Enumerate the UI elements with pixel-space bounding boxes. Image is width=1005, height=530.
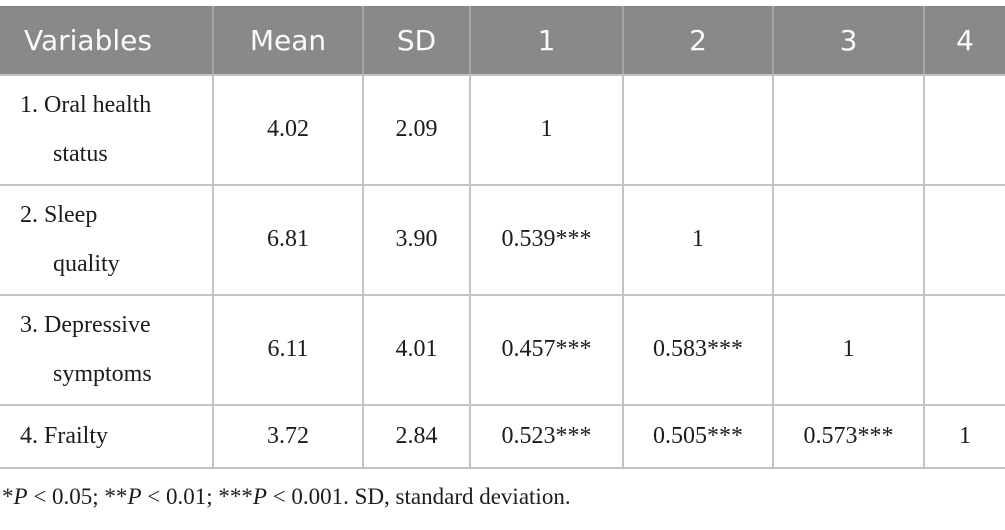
column-header-2: 2: [622, 6, 773, 76]
column-header-sd: SD: [362, 6, 470, 76]
corr-3: [772, 184, 925, 296]
footnote-p-italic: P: [13, 484, 28, 509]
corr-3: [772, 74, 925, 186]
corr-2: [622, 74, 774, 186]
sd-value: 4.01: [362, 294, 471, 406]
footnote-text: < 0.001. SD, standard deviation.: [266, 484, 571, 509]
corr-2: 0.583***: [622, 294, 774, 406]
column-header-4: 4: [923, 6, 1005, 76]
corr-3: 0.573***: [772, 404, 925, 469]
corr-2: 0.505***: [622, 404, 774, 469]
table-row-frailty: 4. Frailty 3.72 2.84 0.523*** 0.505*** 0…: [0, 404, 1005, 469]
footnote-text: < 0.01; ***: [141, 484, 253, 509]
variable-label: 4. Frailty: [0, 404, 214, 469]
column-header-1: 1: [469, 6, 623, 76]
variable-label: 3. Depressive symptoms: [0, 294, 214, 406]
corr-2: 1: [622, 184, 774, 296]
footnote-text: < 0.05; **: [27, 484, 128, 509]
table-row-sleep-quality: 2. Sleep quality 6.81 3.90 0.539*** 1: [0, 184, 1005, 296]
significance-footnote: *P < 0.05; **P < 0.01; ***P < 0.001. SD,…: [2, 482, 1005, 512]
corr-1: 0.523***: [469, 404, 624, 469]
variable-label: 2. Sleep quality: [0, 184, 214, 296]
sd-value: 3.90: [362, 184, 471, 296]
table-header: Variables Mean SD 1 2 3 4: [0, 6, 1005, 76]
corr-1: 1: [469, 74, 624, 186]
variable-label: 1. Oral health status: [0, 74, 214, 186]
mean-value: 4.02: [212, 74, 364, 186]
column-header-variables: Variables: [0, 6, 213, 76]
footnote-p-italic: P: [127, 484, 142, 509]
mean-value: 3.72: [212, 404, 364, 469]
column-header-mean: Mean: [212, 6, 363, 76]
corr-1: 0.539***: [469, 184, 624, 296]
footnote-text: *: [2, 484, 14, 509]
corr-4: [923, 184, 1005, 296]
table-body: 1. Oral health status 4.02 2.09 1 2. Sle…: [0, 74, 1005, 469]
corr-4: [923, 74, 1005, 186]
corr-3: 1: [772, 294, 925, 406]
corr-4: [923, 294, 1005, 406]
footnote-p-italic: P: [252, 484, 267, 509]
correlation-table: Variables Mean SD 1 2 3 4 1. Oral health…: [0, 6, 1005, 469]
corr-4: 1: [923, 404, 1005, 469]
corr-1: 0.457***: [469, 294, 624, 406]
sd-value: 2.84: [362, 404, 471, 469]
header-row: Variables Mean SD 1 2 3 4: [0, 6, 1005, 76]
table-row-oral-health: 1. Oral health status 4.02 2.09 1: [0, 74, 1005, 186]
table-row-depressive-symptoms: 3. Depressive symptoms 6.11 4.01 0.457**…: [0, 294, 1005, 406]
mean-value: 6.11: [212, 294, 364, 406]
sd-value: 2.09: [362, 74, 471, 186]
column-header-3: 3: [772, 6, 924, 76]
mean-value: 6.81: [212, 184, 364, 296]
